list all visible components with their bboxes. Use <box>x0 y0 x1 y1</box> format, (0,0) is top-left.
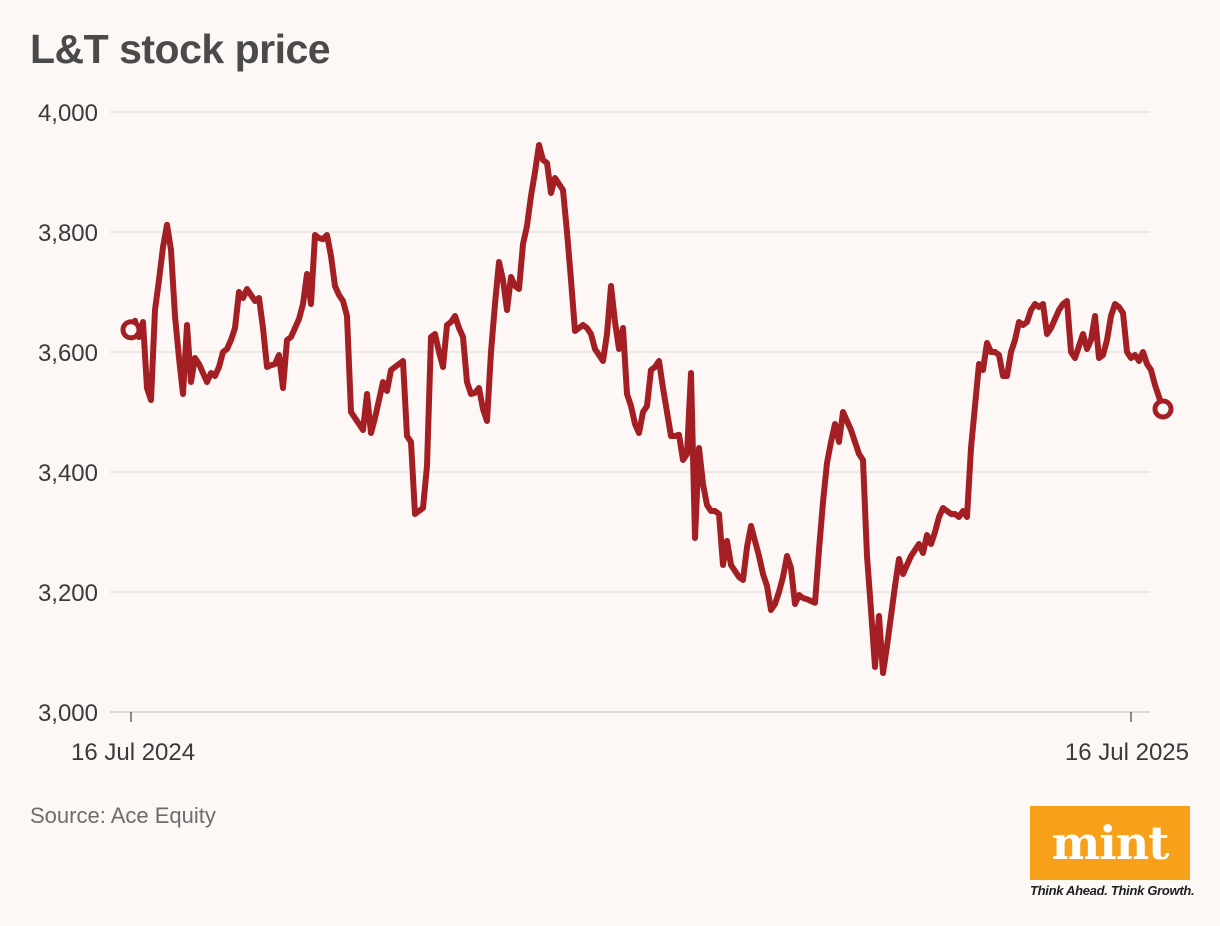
brand-tagline: Think Ahead. Think Growth. <box>1030 883 1195 898</box>
axes: 3,000 3,200 3,400 3,600 3,800 4,000 16 Jul 202… <box>38 100 1189 766</box>
x-tick-label: 16 Jul 2025 <box>1065 739 1189 766</box>
y-tick-label: 4,000 <box>38 100 98 127</box>
mint-logo-text: mint <box>1051 816 1170 870</box>
y-tick-label: 3,400 <box>38 460 98 487</box>
end-point-marker <box>1152 398 1174 420</box>
mint-logo: mint <box>1030 806 1190 880</box>
y-tick-label: 3,000 <box>38 700 98 727</box>
chart-title: L&T stock price <box>30 26 331 72</box>
y-tick-label: 3,200 <box>38 580 98 607</box>
source-note: Source: Ace Equity <box>30 803 216 828</box>
x-tick-label: 16 Jul 2024 <box>71 739 195 766</box>
y-tick-label: 3,800 <box>38 220 98 247</box>
series-layer <box>120 142 1174 676</box>
y-tick-label: 3,600 <box>38 340 98 367</box>
series-line-lt <box>128 142 1166 676</box>
start-point-marker <box>120 319 142 341</box>
